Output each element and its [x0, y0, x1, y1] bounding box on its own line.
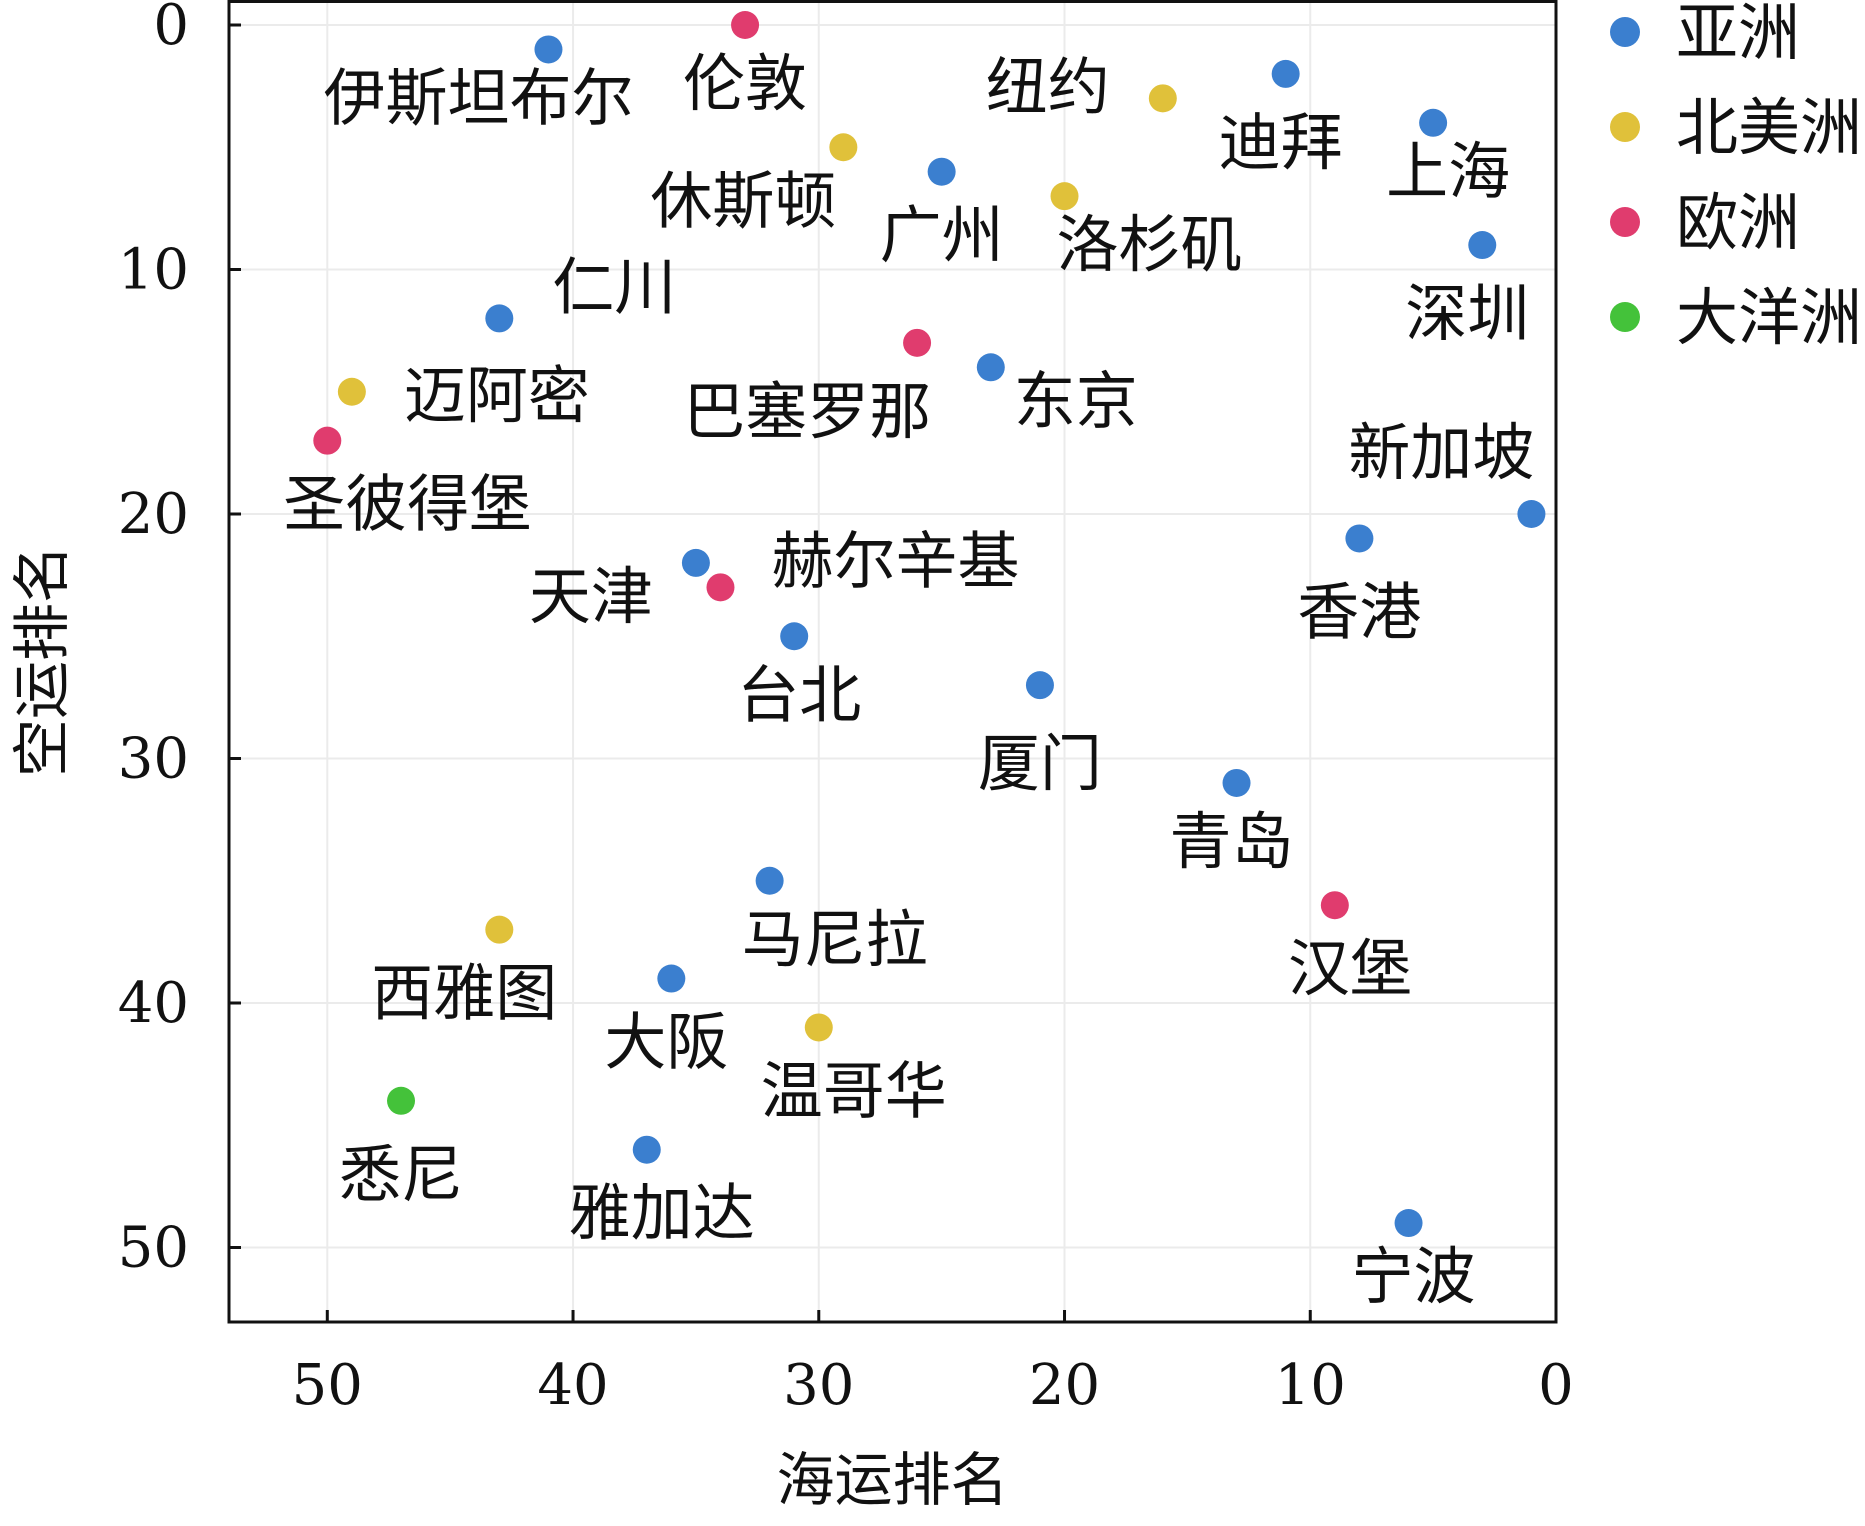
y-tick-label: 10 — [118, 238, 189, 303]
y-tick-label: 0 — [153, 0, 189, 58]
x-tick-label: 20 — [1029, 1353, 1100, 1418]
point-label: 新加坡 — [1348, 416, 1534, 489]
legend-label: 大洋洲 — [1676, 281, 1862, 354]
point-label: 伊斯坦布尔 — [323, 61, 633, 134]
point-厦门 — [1025, 671, 1054, 700]
point-迪拜 — [1271, 59, 1300, 88]
point-迈阿密 — [337, 377, 366, 406]
point-label: 宁波 — [1352, 1240, 1476, 1313]
point-广州 — [927, 157, 956, 186]
point-label: 天津 — [529, 560, 653, 633]
legend-marker — [1610, 112, 1640, 142]
point-label: 香港 — [1297, 575, 1421, 648]
point-label: 深圳 — [1405, 277, 1529, 350]
point-仁川 — [485, 304, 514, 333]
point-西雅图 — [485, 915, 514, 944]
x-axis-title: 海运排名 — [776, 1446, 1008, 1514]
point-label: 赫尔辛基 — [771, 524, 1019, 597]
point-label: 青岛 — [1170, 805, 1294, 878]
point-label: 纽约 — [986, 50, 1110, 123]
legend-marker — [1610, 17, 1640, 47]
point-label: 圣彼得堡 — [283, 468, 531, 541]
plot-frame — [227, 0, 1558, 1324]
point-label: 洛杉矶 — [1057, 208, 1243, 281]
point-label: 东京 — [1014, 364, 1138, 437]
point-label: 西雅图 — [371, 957, 557, 1030]
legend-label: 亚洲 — [1676, 0, 1800, 69]
point-label: 广州 — [880, 199, 1004, 272]
point-label: 台北 — [737, 658, 861, 731]
point-香港 — [1345, 524, 1374, 553]
point-label: 悉尼 — [339, 1138, 463, 1211]
point-圣彼得堡 — [313, 426, 342, 455]
point-label: 汉堡 — [1288, 932, 1412, 1005]
point-label: 巴塞罗那 — [683, 375, 931, 448]
point-深圳 — [1468, 231, 1497, 260]
point-label: 厦门 — [978, 727, 1102, 800]
point-洛杉矶 — [1050, 182, 1079, 211]
point-巴塞罗那 — [903, 328, 932, 357]
point-label: 休斯顿 — [650, 164, 836, 237]
point-label: 伦敦 — [683, 47, 807, 120]
point-label: 迪拜 — [1219, 106, 1343, 179]
point-label: 大阪 — [604, 1006, 728, 1079]
x-tick-label: 0 — [1538, 1353, 1574, 1418]
point-上海 — [1419, 108, 1448, 137]
point-伊斯坦布尔 — [534, 35, 563, 64]
point-大阪 — [657, 964, 686, 993]
x-tick-label: 10 — [1275, 1353, 1346, 1418]
point-休斯顿 — [829, 133, 858, 162]
point-马尼拉 — [755, 866, 784, 895]
point-东京 — [976, 353, 1005, 382]
y-tick-label: 40 — [118, 971, 189, 1036]
x-tick-label: 30 — [783, 1353, 854, 1418]
point-赫尔辛基 — [706, 573, 735, 602]
point-宁波 — [1394, 1209, 1423, 1238]
point-汉堡 — [1320, 891, 1349, 920]
y-tick-label: 30 — [118, 727, 189, 792]
point-label: 马尼拉 — [742, 903, 928, 976]
x-tick-label: 50 — [292, 1353, 363, 1418]
point-label: 温哥华 — [761, 1054, 947, 1127]
legend-label: 欧洲 — [1676, 186, 1800, 259]
data-points — [313, 11, 1546, 1238]
legend-marker — [1610, 302, 1640, 332]
legend-marker — [1610, 207, 1640, 237]
x-tick-label: 40 — [537, 1353, 608, 1418]
point-悉尼 — [387, 1086, 416, 1115]
axis-ticks: 50 40 30 20 10 0 0 10 20 30 40 50 — [118, 0, 1574, 1418]
point-雅加达 — [632, 1135, 661, 1164]
point-label: 迈阿密 — [404, 359, 590, 432]
point-青岛 — [1222, 768, 1251, 797]
point-伦敦 — [731, 11, 760, 39]
point-纽约 — [1148, 84, 1177, 113]
point-温哥华 — [804, 1013, 833, 1042]
point-台北 — [780, 622, 809, 651]
y-tick-label: 50 — [118, 1216, 189, 1281]
legend-label: 北美洲 — [1676, 91, 1862, 164]
point-天津 — [681, 548, 710, 577]
point-label: 仁川 — [552, 250, 676, 323]
y-axis-title: 空运排名 — [8, 545, 76, 777]
point-新加坡 — [1517, 500, 1546, 528]
point-label: 上海 — [1386, 135, 1510, 208]
point-label: 雅加达 — [569, 1177, 755, 1250]
y-tick-label: 20 — [118, 482, 189, 547]
